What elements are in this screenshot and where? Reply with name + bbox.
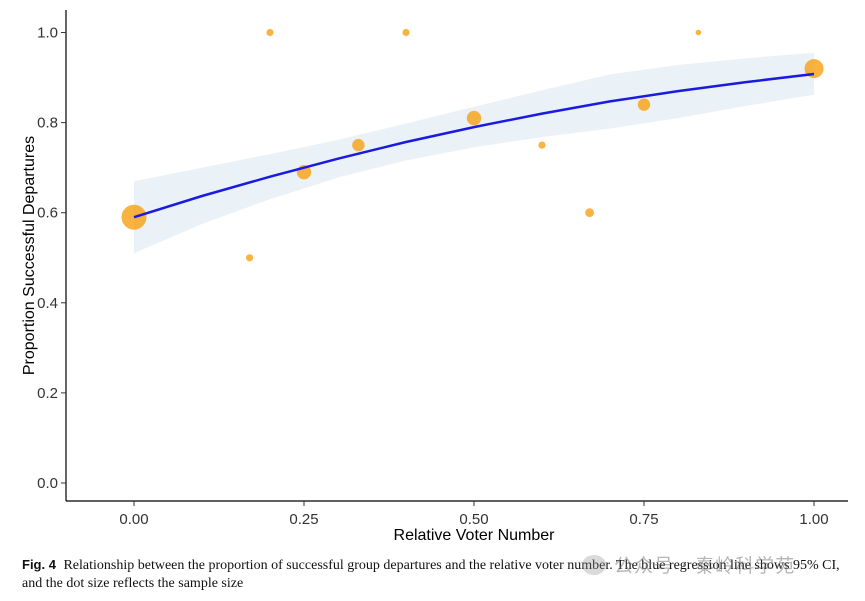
axes	[65, 10, 848, 502]
y-tick-label: 0.8	[37, 115, 58, 132]
figure-caption: Fig. 4 Relationship between the proporti…	[22, 556, 862, 593]
x-tick-label: 0.00	[119, 511, 148, 528]
x-tick-label: 1.00	[799, 511, 828, 528]
y-tick-label: 1.0	[37, 25, 58, 42]
data-point	[402, 28, 410, 37]
figure-label: Fig. 4	[22, 557, 56, 572]
data-point	[637, 98, 651, 111]
data-point	[466, 110, 482, 126]
data-point	[538, 141, 546, 149]
data-point	[246, 254, 254, 262]
y-axis-title: Proportion Successful Departures	[21, 136, 38, 375]
watermark: 公众号 · 秦岭科学苑	[582, 551, 795, 578]
tick-marks: 0.00 0.25 0.50 0.75 1.00 0.0 0.2 0.4 0.6 0.8 1.0	[37, 25, 828, 528]
y-tick-label: 0.0	[37, 475, 58, 492]
regression-line	[133, 72, 815, 219]
x-axis-title: Relative Voter Number	[394, 527, 556, 544]
x-tick-label: 0.50	[459, 511, 488, 528]
y-tick-label: 0.4	[37, 295, 58, 312]
watermark-text: 公众号 · 秦岭科学苑	[614, 555, 796, 577]
x-tick-label: 0.25	[289, 511, 318, 528]
x-tick-label: 0.75	[629, 511, 658, 528]
data-point	[585, 208, 594, 218]
caption-text: Relationship between the proportion of s…	[22, 558, 840, 591]
y-tick-label: 0.6	[37, 205, 58, 222]
y-tick-label: 0.2	[37, 385, 58, 402]
wechat-icon	[582, 555, 606, 575]
confidence-band	[134, 52, 814, 254]
data-point	[695, 29, 702, 36]
data-point	[352, 138, 365, 152]
scatter-chart: 0.00 0.25 0.50 0.75 1.00 0.0 0.2 0.4 0.6 0.8 1.0 R…	[21, 10, 848, 544]
data-point	[266, 28, 274, 37]
